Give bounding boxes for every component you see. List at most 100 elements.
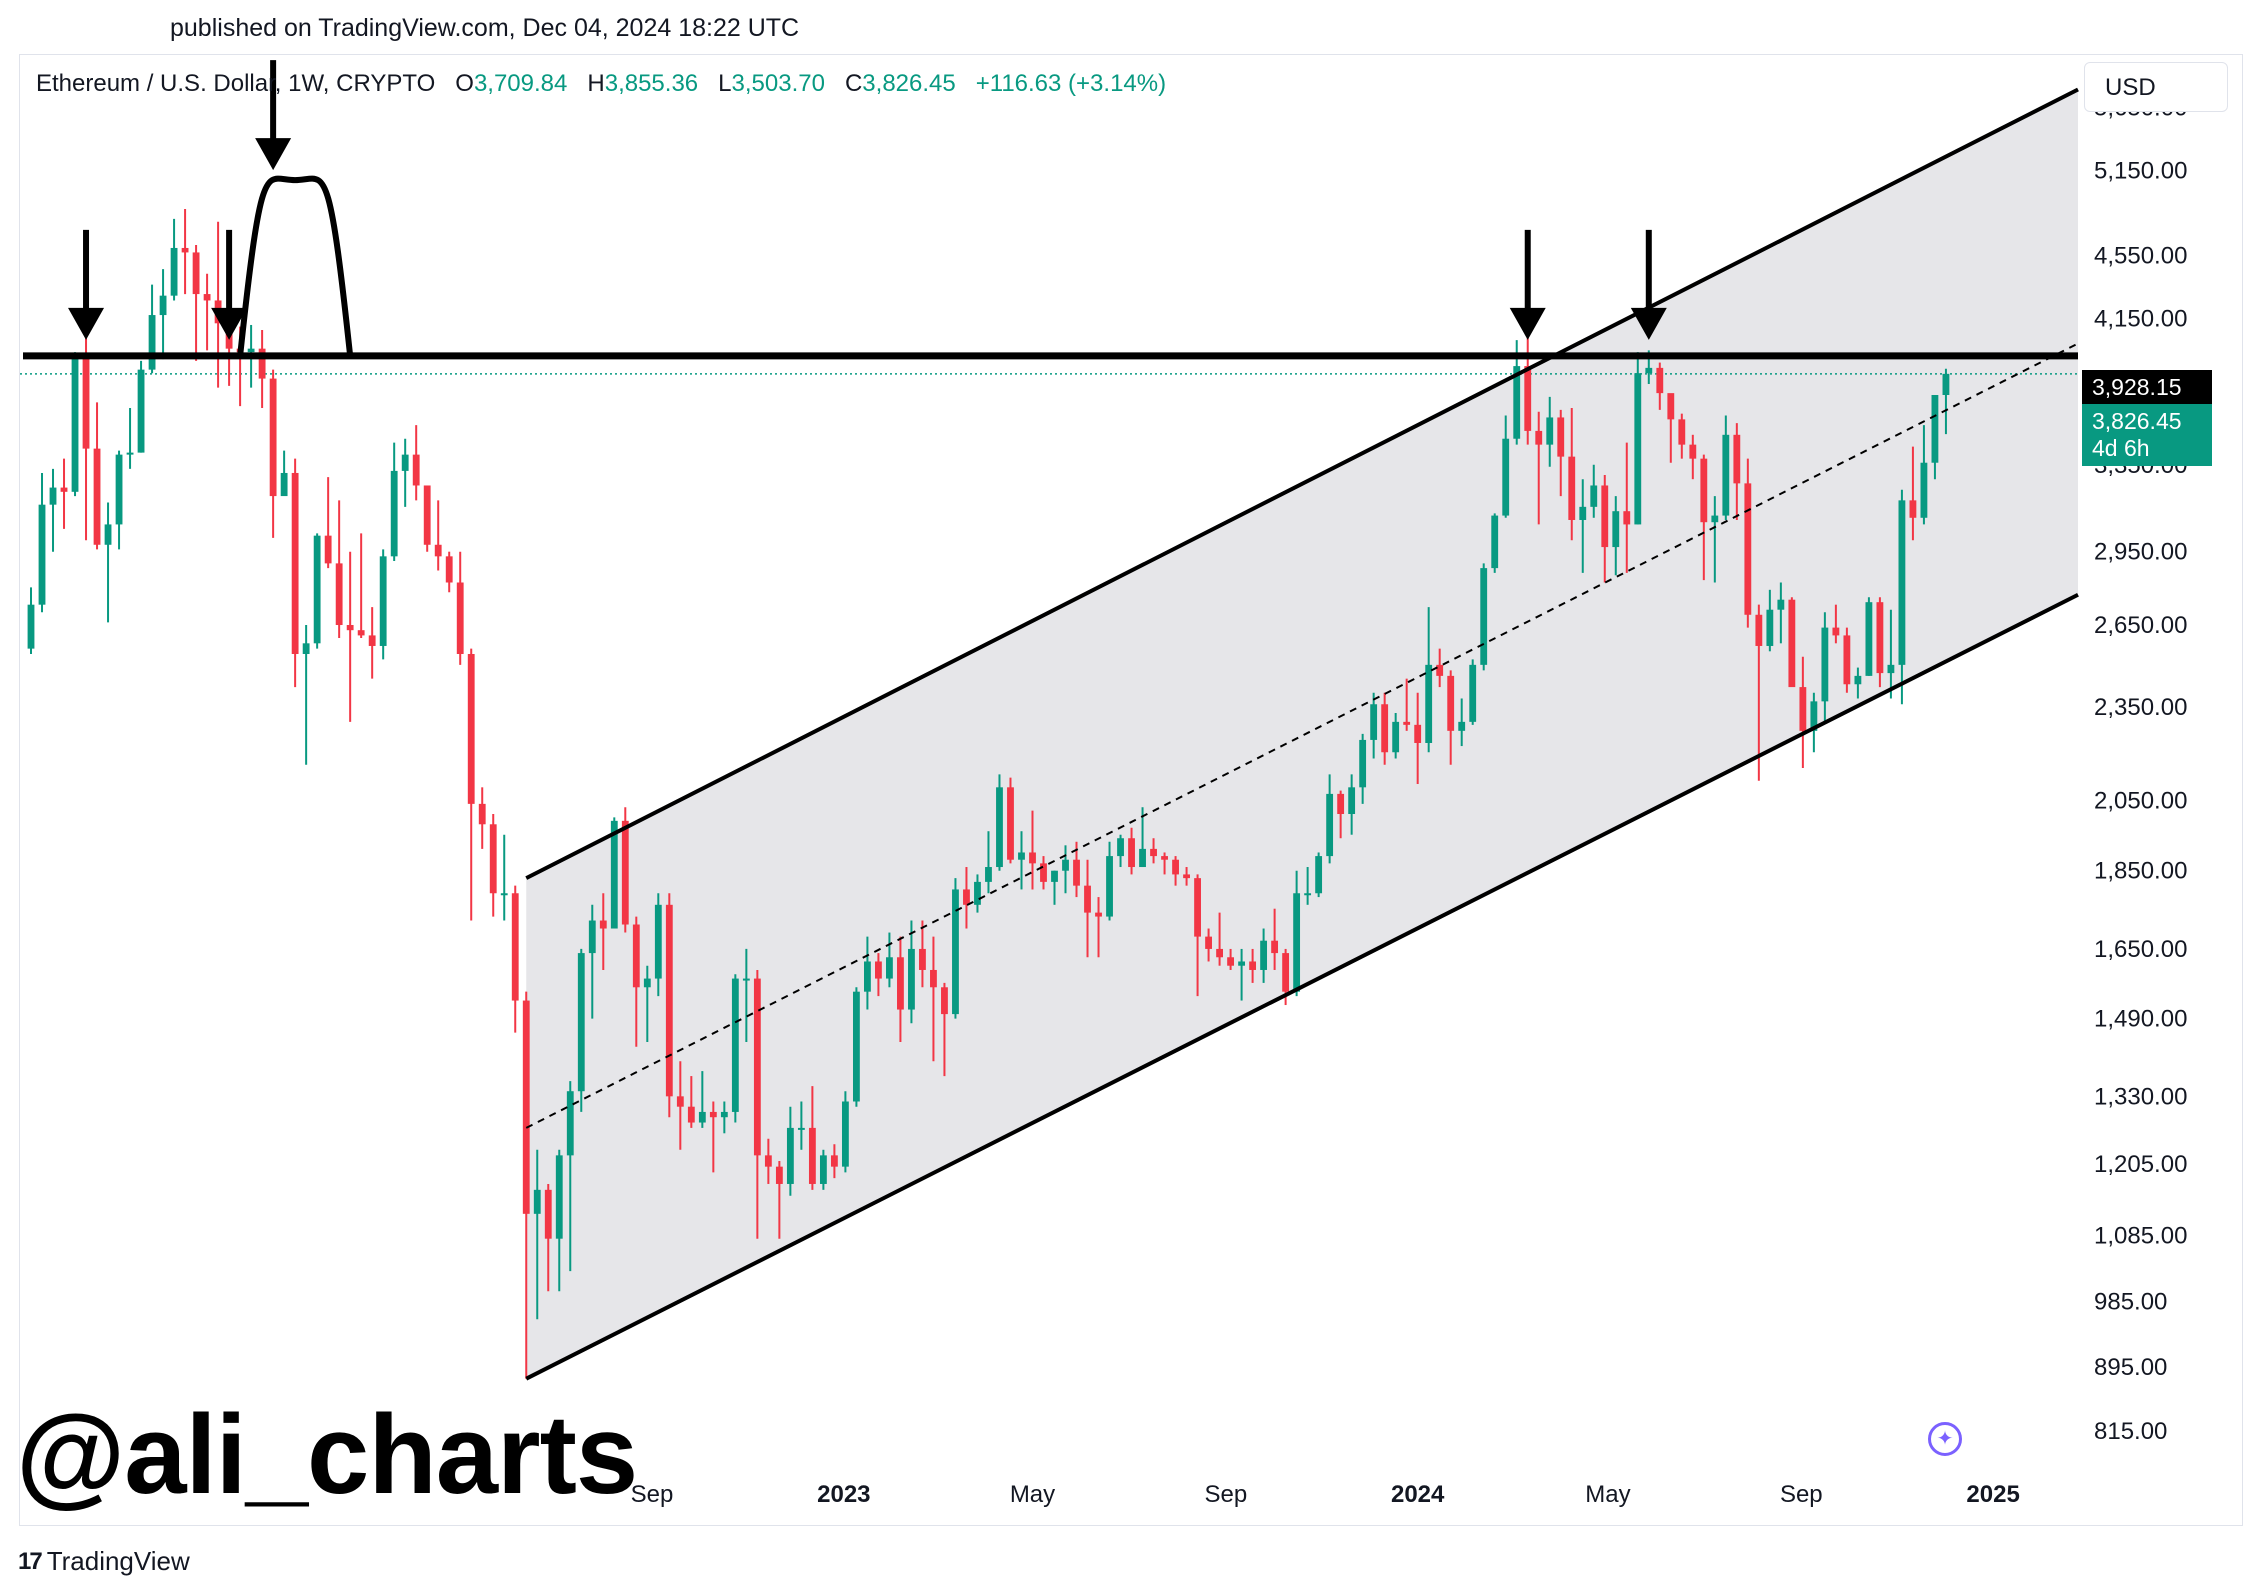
candle-body — [544, 1189, 552, 1239]
candle-body — [1040, 863, 1047, 882]
candle-body — [38, 504, 46, 605]
candle-body — [1931, 394, 1939, 463]
down-arrow-icon — [1509, 307, 1546, 340]
candle-body — [412, 454, 420, 486]
x-tick-label: Sep — [1780, 1481, 1823, 1508]
candle-body — [1744, 483, 1752, 615]
candle-body — [401, 454, 409, 471]
high-label: H — [587, 70, 605, 97]
candle-body — [1205, 936, 1212, 949]
down-arrow-icon — [255, 138, 292, 171]
candle-body — [588, 920, 596, 954]
candle-body — [1128, 838, 1135, 868]
candle-body — [864, 961, 871, 992]
candle-body — [1579, 506, 1587, 520]
channel-fill — [526, 89, 2078, 1379]
candle-body — [566, 1091, 574, 1156]
candle-body — [522, 1000, 530, 1214]
y-tick-label: 2,050.00 — [2094, 788, 2187, 815]
y-tick-label: 895.00 — [2094, 1354, 2167, 1381]
candle-body — [1546, 417, 1554, 445]
candle-body — [1733, 434, 1741, 484]
x-tick-label: 2024 — [1391, 1481, 1445, 1508]
currency-selector[interactable]: USD — [2084, 62, 2228, 112]
candle-body — [247, 348, 255, 353]
y-tick-label: 1,330.00 — [2094, 1083, 2187, 1110]
candle-body — [1051, 870, 1058, 882]
y-tick-label: 985.00 — [2094, 1289, 2167, 1316]
candle-body — [1260, 940, 1268, 970]
candle-body — [533, 1189, 541, 1214]
candle-body — [841, 1101, 849, 1167]
down-arrow-icon — [1630, 307, 1667, 340]
candle-body — [1238, 961, 1246, 966]
candle-body — [1535, 430, 1543, 445]
candle-body — [1623, 511, 1631, 525]
candle-body — [324, 535, 332, 564]
candle-body — [1887, 664, 1895, 674]
candle-body — [985, 867, 992, 882]
candle-body — [1810, 701, 1818, 731]
candle-body — [500, 893, 508, 896]
candle-body — [170, 247, 178, 296]
candle-body — [643, 978, 651, 988]
candle-body — [941, 987, 948, 1015]
candle-body — [1568, 456, 1576, 520]
candle-body — [1073, 859, 1080, 886]
candle-body — [1711, 515, 1719, 523]
open-value: 3,709.84 — [473, 70, 568, 97]
candle-body — [1590, 485, 1598, 507]
candle-body — [1799, 687, 1807, 731]
last-price-tag: 3,826.45 4d 6h — [2082, 404, 2212, 466]
sparkle-icon[interactable]: ✦ — [1928, 1422, 1962, 1456]
candle-body — [1436, 664, 1444, 676]
candle-body — [621, 820, 629, 925]
candle-body — [919, 948, 926, 970]
candle-body — [1788, 599, 1796, 688]
candle-body — [1458, 721, 1466, 731]
candle-body — [346, 625, 354, 631]
candle-body — [1942, 373, 1950, 395]
candle-body — [1029, 852, 1036, 864]
resistance-price-tag: 3,928.15 — [2082, 370, 2212, 404]
candle-body — [1161, 856, 1168, 860]
footer-brand[interactable]: 17 TradingView — [18, 1546, 190, 1577]
candle-body — [269, 378, 277, 497]
x-tick-label: 2025 — [1966, 1481, 2019, 1508]
candle-body — [1315, 856, 1323, 894]
high-value: 3,855.36 — [604, 70, 699, 97]
candle-body — [742, 978, 750, 981]
candle-body — [1370, 704, 1378, 740]
candle-body — [115, 454, 123, 525]
last-price-value: 3,826.45 — [2092, 408, 2182, 434]
symbol-label[interactable]: Ethereum / U.S. Dollar, 1W, CRYPTO — [36, 70, 436, 97]
candle-body — [996, 787, 1003, 868]
candle-body — [1392, 721, 1400, 753]
candle-body — [1920, 462, 1928, 518]
candle-body — [709, 1111, 717, 1118]
candle-body — [1832, 627, 1840, 636]
y-tick-label: 4,550.00 — [2094, 242, 2187, 269]
candle-body — [808, 1127, 816, 1184]
candle-body — [698, 1111, 706, 1123]
close-value: 3,826.45 — [862, 70, 956, 97]
candle-body — [1403, 721, 1411, 725]
candle-body — [1843, 635, 1851, 685]
y-tick-label: 815.00 — [2094, 1418, 2167, 1445]
candle-body — [930, 969, 937, 988]
candle-body — [577, 953, 585, 1092]
candle-body — [258, 348, 266, 379]
candle-body — [27, 604, 35, 649]
y-tick-label: 1,650.00 — [2094, 936, 2187, 963]
candle-body — [489, 824, 497, 894]
candle-body — [390, 470, 398, 557]
candle-body — [1139, 848, 1146, 868]
x-tick-label: May — [1585, 1481, 1630, 1508]
candle-body — [1557, 417, 1565, 457]
candle-body — [897, 957, 904, 1010]
candle-body — [335, 563, 343, 626]
y-tick-label: 1,085.00 — [2094, 1223, 2187, 1250]
candle-body — [1227, 957, 1234, 966]
ohlc-legend: Ethereum / U.S. Dollar, 1W, CRYPTO O3,70… — [36, 70, 1166, 98]
